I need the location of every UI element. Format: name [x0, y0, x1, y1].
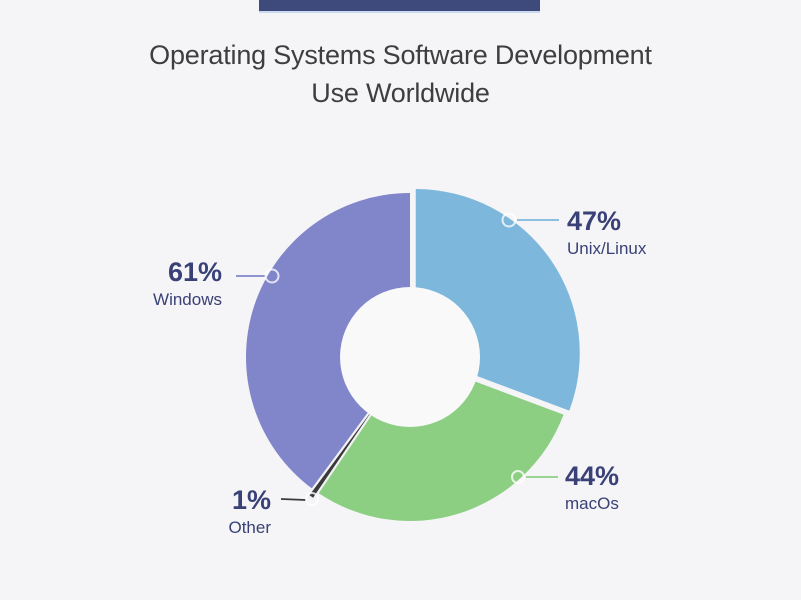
other-label: Other	[228, 518, 271, 537]
marker-ring-unix-linux	[501, 212, 517, 228]
windows-label: Windows	[153, 290, 222, 309]
slice-windows	[246, 193, 410, 489]
leader-line-other	[280, 498, 307, 501]
unix-linux-label: Unix/Linux	[567, 239, 647, 258]
callout-windows: 61% Windows	[92, 257, 222, 311]
unix-linux-percent: 47%	[567, 206, 622, 236]
donut-hole	[340, 287, 480, 427]
marker-ring-other	[305, 492, 319, 506]
callout-other: 1% Other	[141, 485, 271, 539]
page-title-line1: Operating Systems Software Development	[149, 40, 652, 70]
macos-percent: 44%	[565, 461, 620, 491]
page-title: Operating Systems Software Development U…	[0, 36, 801, 112]
windows-percent: 61%	[167, 257, 222, 287]
macos-label: macOs	[565, 494, 619, 513]
other-percent: 1%	[231, 485, 271, 515]
page-title-line2: Use Worldwide	[311, 78, 490, 108]
slice-macos	[318, 357, 564, 521]
callout-unix-linux: 47% Unix/Linux	[567, 206, 646, 260]
callout-macos: 44% macOs	[565, 461, 619, 515]
marker-ring-macos	[511, 470, 525, 484]
marker-ring-windows	[264, 268, 280, 284]
header-accent-bar	[259, 0, 540, 13]
